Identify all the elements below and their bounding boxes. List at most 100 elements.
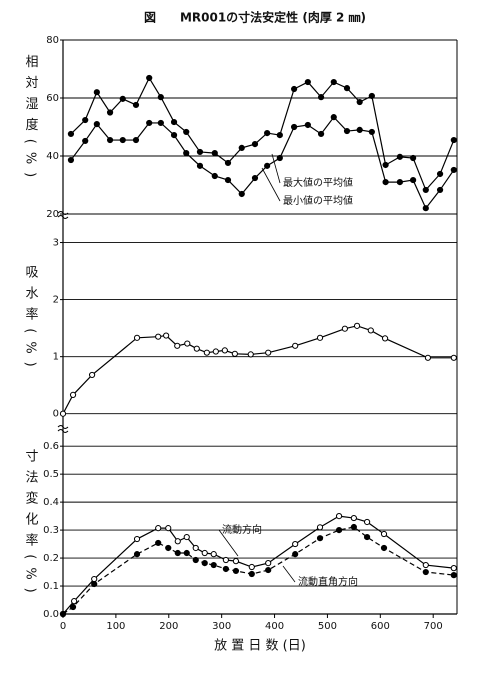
data-point	[203, 349, 210, 356]
data-point	[367, 327, 374, 334]
data-point	[363, 533, 371, 541]
data-point	[183, 150, 190, 157]
data-point	[163, 332, 170, 339]
data-point	[133, 334, 141, 341]
data-point	[132, 136, 140, 144]
data-point	[335, 526, 343, 534]
data-point	[146, 74, 153, 82]
data-point	[251, 174, 259, 182]
data-point	[436, 170, 444, 178]
data-point	[174, 538, 181, 545]
data-point	[165, 525, 172, 532]
data-point	[170, 118, 178, 126]
data-point	[317, 130, 325, 138]
data-point	[210, 561, 217, 569]
series-line	[70, 116, 455, 210]
axis-break	[57, 425, 69, 433]
data-point	[251, 141, 259, 148]
data-point	[330, 78, 337, 86]
y-tick-label: 80	[46, 35, 59, 46]
data-point	[382, 161, 389, 169]
data-point	[193, 345, 200, 352]
data-point	[368, 128, 375, 136]
data-point	[69, 391, 77, 399]
data-point	[238, 144, 245, 151]
data-point	[133, 535, 141, 543]
leader-line	[261, 167, 281, 202]
y-tick-label: 0.6	[43, 441, 59, 452]
data-point	[410, 176, 417, 184]
x-tick-label: 300	[212, 621, 231, 632]
data-point	[82, 137, 89, 145]
data-point	[450, 354, 457, 361]
data-point	[343, 85, 351, 92]
data-point	[69, 603, 77, 611]
data-point	[184, 340, 191, 347]
data-point	[201, 549, 208, 557]
data-point	[292, 342, 299, 349]
data-point	[59, 610, 67, 618]
data-point	[212, 348, 219, 355]
data-point	[380, 544, 388, 552]
data-point	[119, 136, 126, 144]
data-point	[291, 123, 298, 131]
axis-break	[57, 211, 69, 219]
y-tick-label: 40	[46, 151, 59, 162]
data-point	[380, 530, 388, 538]
y-tick-label: 60	[46, 93, 59, 104]
data-point	[248, 570, 255, 578]
data-point	[174, 342, 181, 349]
chart-title: 図 MR001の寸法安定性 (肉厚 2 ㎜)	[144, 10, 366, 25]
data-point	[317, 94, 325, 101]
y-tick-label: 0.2	[43, 553, 59, 564]
data-point	[210, 551, 217, 558]
data-point	[343, 127, 351, 135]
data-point	[353, 322, 361, 329]
data-point	[396, 153, 403, 160]
data-point	[146, 119, 153, 127]
data-point	[157, 119, 164, 127]
data-point	[165, 544, 172, 552]
data-point	[133, 551, 141, 558]
data-point	[222, 565, 229, 573]
y-tick-label: 0.1	[43, 581, 59, 592]
data-point	[292, 551, 299, 558]
leader-line	[282, 565, 296, 583]
data-point	[232, 567, 240, 575]
y-tick-label: 0	[53, 409, 59, 420]
data-point	[341, 325, 348, 332]
annotation: 流動方向	[222, 523, 262, 536]
data-point	[201, 559, 208, 567]
y-axis-label: 相対湿度(%)	[23, 55, 39, 186]
data-point	[276, 132, 283, 139]
data-point	[93, 89, 100, 96]
data-point	[91, 580, 98, 588]
data-point	[222, 556, 229, 564]
data-point	[170, 132, 178, 139]
data-point	[71, 598, 78, 605]
y-tick-label: 0.5	[43, 469, 59, 480]
data-point	[382, 179, 389, 186]
data-point	[91, 575, 98, 583]
data-point	[183, 549, 190, 557]
series-line	[70, 76, 455, 192]
data-point	[350, 514, 357, 522]
data-point	[155, 539, 162, 547]
data-point	[316, 535, 324, 542]
data-point	[93, 121, 100, 128]
x-tick-label: 500	[318, 621, 337, 632]
data-point	[450, 136, 457, 144]
y-axis-label: 吸水率(%)	[23, 265, 39, 375]
data-point	[82, 116, 89, 124]
data-point	[276, 154, 283, 162]
data-point	[356, 98, 363, 106]
data-point	[231, 350, 238, 357]
y-axis-label: 寸法変化率(%)	[23, 449, 39, 601]
series-line	[62, 325, 454, 415]
data-point	[106, 109, 114, 116]
data-point	[422, 186, 429, 194]
data-point	[450, 565, 457, 572]
data-point	[67, 130, 75, 138]
data-point	[132, 101, 140, 109]
